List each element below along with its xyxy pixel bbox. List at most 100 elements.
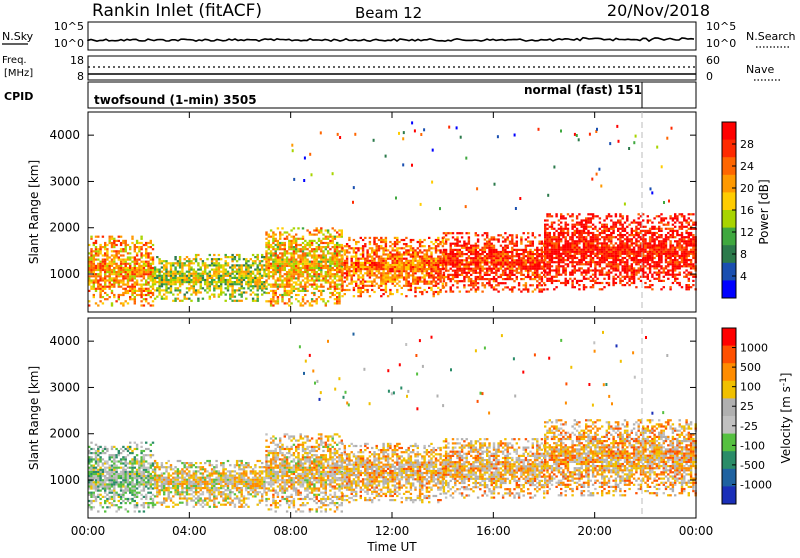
power-cell: [122, 302, 124, 304]
power-cell: [111, 236, 113, 238]
power-cell: [376, 266, 378, 268]
power-cell: [672, 219, 674, 221]
power-cell: [576, 224, 578, 226]
power-cell: [304, 294, 306, 296]
power-cell: [558, 263, 560, 265]
power-cell: [254, 256, 256, 258]
power-cell: [327, 261, 329, 263]
power-cell: [553, 251, 555, 253]
power-cell: [628, 265, 630, 267]
power-cell: [186, 256, 188, 258]
power-cell: [220, 258, 222, 260]
power-cell: [286, 279, 288, 281]
power-cell: [475, 259, 477, 261]
power-cell: [161, 289, 163, 291]
power-cell: [601, 244, 603, 246]
power-cell: [594, 249, 596, 251]
power-cell: [486, 257, 488, 259]
power-cell: [122, 242, 124, 244]
power-cell: [353, 281, 355, 283]
power-cell: [527, 259, 529, 261]
power-cell: [527, 236, 529, 238]
power-cell: [93, 294, 95, 296]
power-cell: [612, 276, 614, 278]
power-cell: [500, 257, 502, 259]
power-cell: [118, 256, 120, 258]
power-cell: [193, 269, 195, 271]
power-cell: [304, 302, 306, 304]
power-cell: [656, 263, 658, 265]
power-cell: [660, 261, 662, 263]
power-cell: [590, 265, 592, 267]
power-cell: [567, 230, 569, 232]
power-cell: [286, 238, 288, 240]
power-cell: [555, 253, 557, 255]
power-cell: [311, 298, 313, 300]
power-cell: [200, 287, 202, 289]
power-cell: [320, 284, 322, 286]
power-cell: [421, 256, 423, 258]
power-cell: [532, 245, 534, 247]
power-cell: [163, 294, 165, 296]
power-cell: [127, 281, 129, 283]
power-cell: [491, 259, 493, 261]
power-cell: [463, 278, 465, 280]
power-cell: [495, 280, 497, 282]
power-cell: [475, 243, 477, 245]
power-cell: [334, 273, 336, 275]
power-cell: [558, 247, 560, 249]
power-cell: [571, 226, 573, 228]
power-cell: [576, 253, 578, 255]
power-cell: [525, 261, 527, 263]
power-cell: [633, 219, 635, 221]
power-cell: [567, 240, 569, 242]
power-cell: [511, 249, 513, 251]
power-cell: [338, 259, 340, 261]
power-cell: [369, 295, 371, 297]
power-cell: [181, 275, 183, 277]
power-cell: [401, 272, 403, 274]
power-cell: [558, 228, 560, 230]
power-cell: [644, 230, 646, 232]
power-cell: [638, 213, 640, 215]
power-cell: [581, 219, 583, 221]
power-cell: [551, 228, 553, 230]
power-cell: [336, 231, 338, 233]
power-cell: [511, 255, 513, 257]
power-cell: [385, 268, 387, 270]
power-cell: [472, 286, 474, 288]
power-cell: [681, 236, 683, 238]
power-cell: [295, 238, 297, 240]
power-cell: [238, 287, 240, 289]
power-cell: [574, 234, 576, 236]
power-cell: [125, 290, 127, 292]
power-cell: [297, 279, 299, 281]
power-cell: [147, 294, 149, 296]
power-cell: [147, 271, 149, 273]
power-cell: [394, 245, 396, 247]
power-cell: [213, 264, 215, 266]
power-cell: [442, 239, 444, 241]
power-cell: [644, 232, 646, 234]
power-cell: [145, 294, 147, 296]
power-cell: [97, 259, 99, 261]
power-cell: [290, 263, 292, 265]
power-cell: [669, 257, 671, 259]
power-cell: [158, 258, 160, 260]
power-cell: [268, 240, 270, 242]
power-cell: [578, 249, 580, 251]
power-cell: [325, 265, 327, 267]
power-cell: [364, 285, 366, 287]
power-cell: [649, 272, 651, 274]
power-cell: [644, 251, 646, 253]
power-cell: [520, 243, 522, 245]
power-cell: [649, 255, 651, 257]
power-cell: [520, 272, 522, 274]
freq-panel: Freq. [MHz] 18 8 60 0 Nave: [2, 54, 780, 83]
power-cell: [653, 234, 655, 236]
power-cell: [364, 245, 366, 247]
power-cell: [644, 238, 646, 240]
power-cell: [257, 294, 259, 296]
power-cell: [660, 222, 662, 224]
power-cell: [95, 269, 97, 271]
